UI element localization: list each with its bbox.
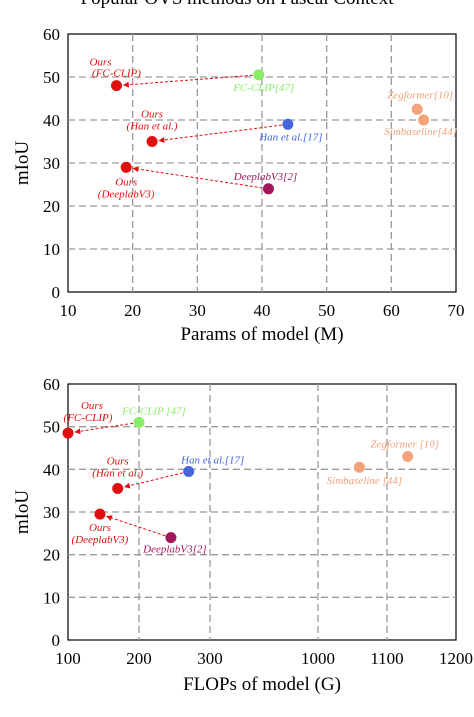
y-tick-label: 30 (43, 154, 60, 173)
x-tick-label: 200 (126, 649, 152, 668)
data-point (112, 483, 124, 495)
point-label: DeeplabV3[2] (142, 544, 207, 556)
improvement-arrow (123, 472, 183, 489)
x-tick-label: 100 (55, 649, 81, 668)
data-point (183, 465, 195, 477)
x-tick-label: 50 (318, 301, 335, 320)
y-tick-label: 0 (52, 631, 61, 650)
improvement-arrow (132, 166, 263, 189)
point-label: Ours (141, 109, 163, 121)
y-tick-label: 50 (43, 418, 60, 437)
point-label: (Han et al.) (92, 468, 143, 480)
chart-title: Popular OVS methods on Pascal Context (0, 0, 474, 10)
x-tick-label: 1200 (439, 649, 473, 668)
x-tick-label: 1000 (301, 649, 335, 668)
x-tick-label: 60 (383, 301, 400, 320)
data-point (133, 416, 145, 428)
data-point (402, 451, 414, 463)
point-label: Han et al.[17] (258, 131, 322, 143)
point-label: Simbaseline[44] (384, 126, 457, 138)
data-point (418, 114, 430, 126)
x-tick-label: 10 (60, 301, 77, 320)
x-axis-label: Params of model (M) (180, 324, 343, 345)
x-tick-label: 30 (189, 301, 206, 320)
y-tick-label: 20 (43, 197, 60, 216)
point-label: Simbaseline [44] (327, 475, 402, 487)
y-tick-label: 30 (43, 503, 60, 522)
y-tick-label: 40 (43, 460, 60, 479)
x-tick-label: 40 (254, 301, 271, 320)
improvement-arrow (74, 422, 134, 435)
point-label: Ours (89, 522, 111, 534)
x-tick-label: 20 (124, 301, 141, 320)
improvement-arrow (106, 515, 166, 537)
subplot-2: 0 10 20 30 40 50 60 100 200 300 1000 1100 1200 FLOPs … (12, 375, 473, 695)
data-point (411, 103, 423, 115)
point-label: FC-CLIP[47] (232, 82, 294, 94)
point-label: Ours (115, 176, 137, 188)
data-point (282, 118, 294, 130)
point-label: Zegformer[10] (387, 89, 453, 101)
x-axis-label: FLOPs of model (G) (183, 674, 341, 695)
point-label: (DeeplabV3) (98, 188, 155, 200)
data-point (165, 532, 177, 544)
data-point (253, 69, 265, 81)
data-point (353, 461, 365, 473)
point-label: Ours (81, 400, 103, 412)
point-label: (Han et al.) (127, 121, 178, 133)
point-label: (FC-CLIP) (92, 68, 141, 80)
y-tick-label: 10 (43, 588, 60, 607)
y-tick-label: 50 (43, 68, 60, 87)
y-axis-label: mIoU (12, 490, 33, 535)
improvement-arrow (158, 124, 282, 143)
point-label: Zegformer [10] (370, 439, 439, 451)
data-point (120, 161, 132, 173)
point-label: (DeeplabV3) (72, 534, 129, 546)
data-point (262, 183, 274, 195)
y-tick-label: 10 (43, 240, 60, 259)
y-tick-label: 0 (52, 283, 61, 302)
x-tick-label: 300 (197, 649, 223, 668)
y-tick-label: 60 (43, 25, 60, 44)
point-label: (FC-CLIP) (64, 412, 113, 424)
data-point (94, 508, 106, 520)
data-point (146, 136, 158, 147)
point-label: Han et al.[17] (180, 454, 244, 466)
point-label: Ours (107, 456, 129, 468)
y-tick-label: 60 (43, 375, 60, 394)
y-tick-label: 20 (43, 546, 60, 565)
point-label: Ours (89, 57, 111, 69)
x-tick-label: 70 (448, 301, 465, 320)
point-label: DeeplabV3[2] (233, 171, 298, 183)
y-tick-label: 40 (43, 111, 60, 130)
point-label: FC-CLIP [47] (121, 405, 186, 417)
improvement-arrow (122, 74, 253, 88)
data-point (62, 427, 74, 439)
y-axis-label: mIoU (12, 141, 33, 186)
data-point (111, 80, 122, 92)
x-tick-label: 1100 (370, 649, 403, 668)
